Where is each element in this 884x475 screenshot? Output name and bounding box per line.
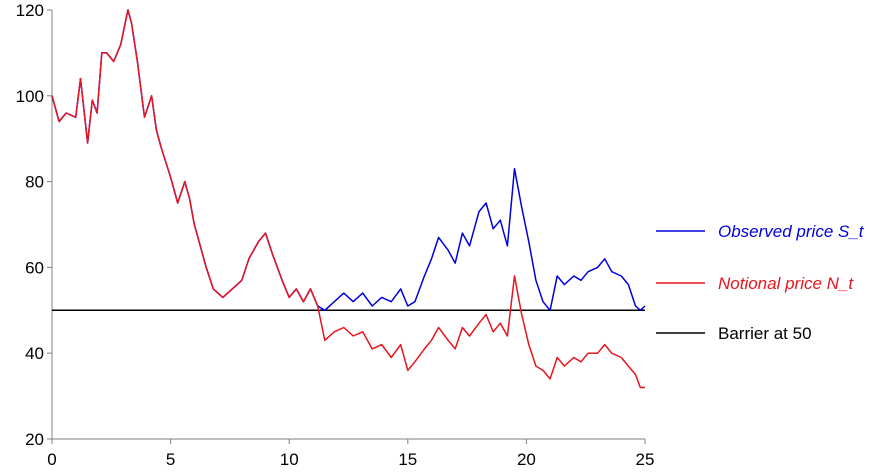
x-tick-label: 25 [636,450,655,469]
legend-label-notional: Notional price N_t [718,274,854,293]
x-tick-label: 10 [280,450,299,469]
y-tick-label: 60 [25,258,44,277]
x-tick-label: 5 [166,450,175,469]
series-line-observed [51,9,646,312]
y-tick-label: 100 [16,87,44,106]
x-tick-label: 15 [398,450,417,469]
y-tick-label: 80 [25,173,44,192]
x-tick-label: 0 [47,450,56,469]
legend-label-observed: Observed price S_t [718,222,865,241]
axes: 20 40 60 80 100 120 0 5 10 15 20 25 [16,1,655,469]
y-tick-label: 40 [25,344,44,363]
legend: Observed price S_t Notional price N_t Barr… [656,222,865,343]
y-tick-label: 120 [16,1,44,20]
legend-label-barrier: Barrier at 50 [718,324,812,343]
series-line-notional [51,9,645,389]
series-lines [51,9,646,389]
y-tick-label: 20 [25,430,44,449]
x-tick-label: 20 [517,450,536,469]
